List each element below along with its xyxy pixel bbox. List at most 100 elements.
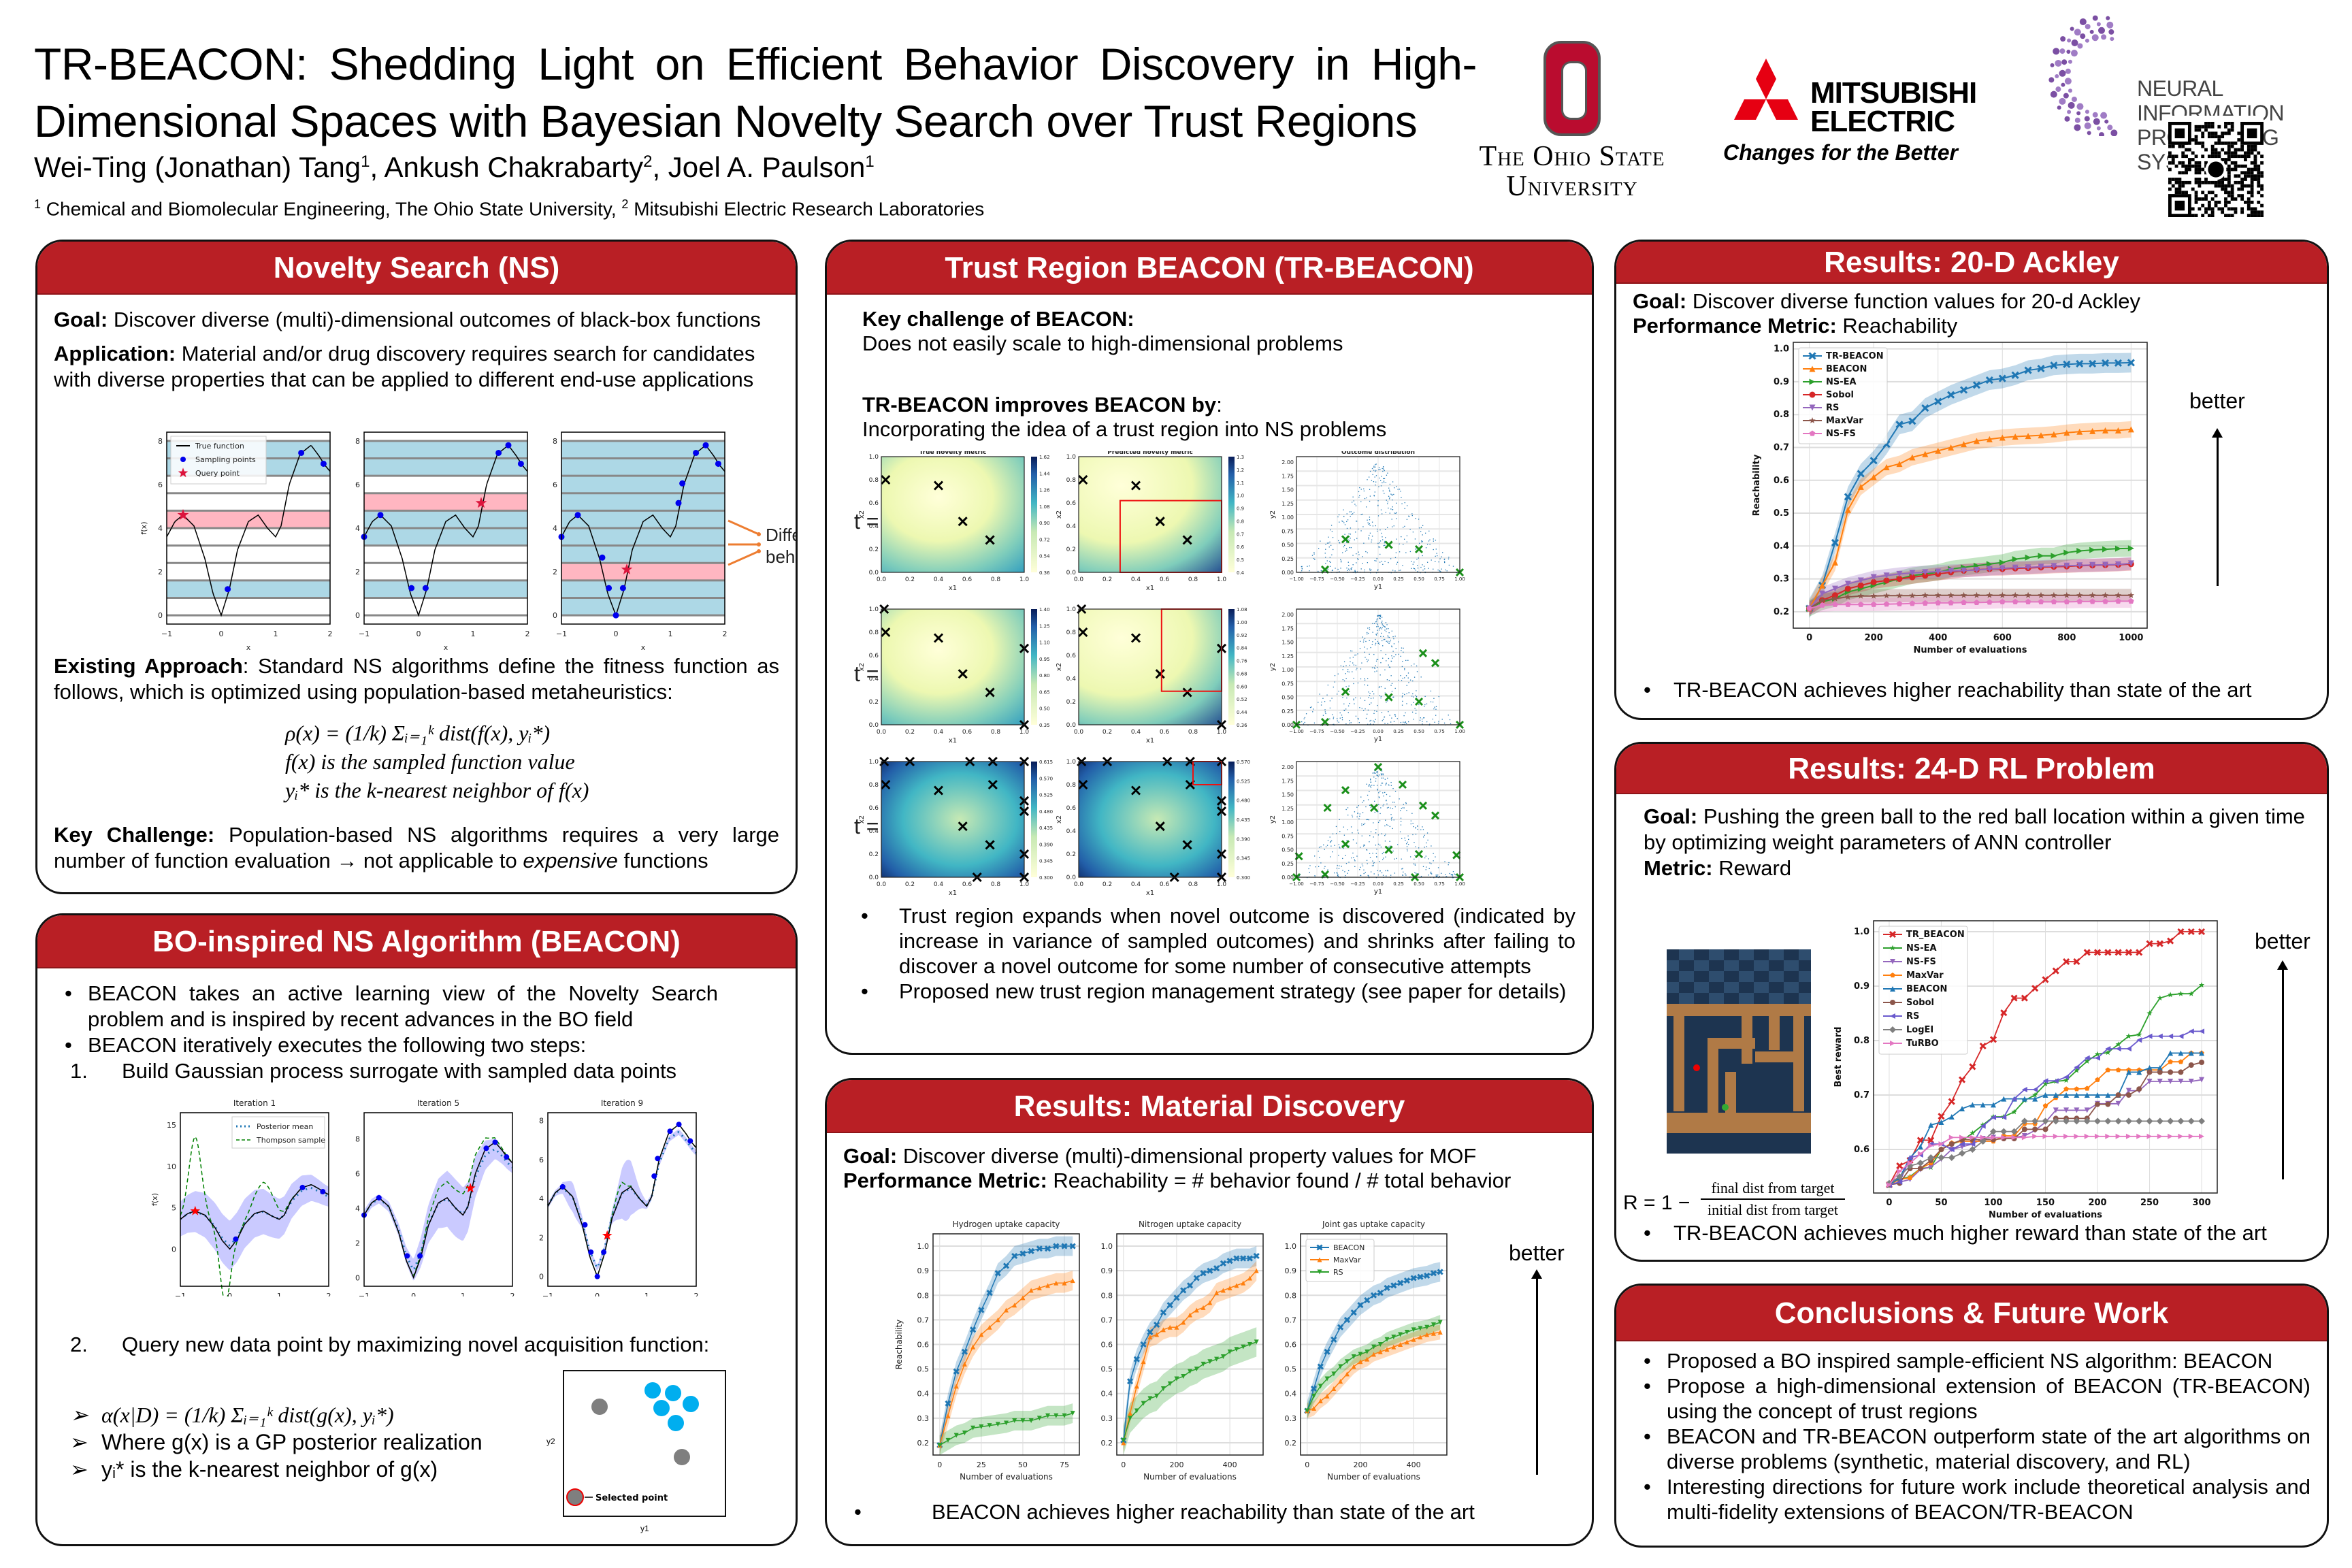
data-point [1819, 582, 1826, 589]
chart-rl_24d: 0 50 100 150 200 250 3000.60.70.80.91.0Number … [1834, 920, 2218, 1220]
outcome-sample [1426, 721, 1428, 723]
qr-module [2214, 180, 2218, 184]
outcome-sample [1386, 624, 1388, 625]
outcome-sample [1384, 470, 1385, 472]
data-point [1948, 1154, 1955, 1161]
data-point [881, 474, 891, 485]
data-point [1241, 1280, 1246, 1286]
qr-module [2191, 187, 2195, 191]
qr-module [2253, 174, 2257, 178]
y-tick-label: 0.2 [869, 546, 879, 553]
data-point [1331, 1371, 1337, 1377]
y-tick-label: 0.3 [917, 1414, 930, 1423]
outcome-sample [1394, 806, 1396, 808]
data-point [1338, 1379, 1343, 1384]
qr-module [2244, 174, 2247, 178]
data-point [1188, 1312, 1192, 1318]
qr-code-icon[interactable] [2168, 116, 2264, 223]
outcome-sample [1370, 647, 1371, 649]
qr-module [2227, 171, 2231, 175]
better-label: better [2255, 929, 2310, 953]
outcome-sample [1433, 708, 1435, 710]
qr-module [2204, 148, 2208, 152]
outcome-sample [1369, 857, 1371, 858]
colorbar-tick: 1.00 [1237, 620, 1247, 625]
x-tick-label: 0 [411, 1292, 416, 1296]
outcome-sample [1376, 626, 1377, 627]
logo-dot [2055, 86, 2061, 93]
data-point [1431, 1322, 1436, 1328]
data-point [1344, 1359, 1350, 1365]
colorbar-tick: 1.0 [1237, 493, 1244, 499]
qr-module [2227, 200, 2231, 204]
outcome-sample [1373, 865, 1374, 866]
three-diamonds-icon [1734, 59, 1798, 120]
data-point [1909, 570, 1916, 576]
outcome-sample [1374, 671, 1375, 672]
qr-module [2204, 207, 2208, 211]
maze-wall [1793, 1016, 1804, 1111]
outcome-sample [1382, 777, 1384, 779]
outcome-sample [1386, 474, 1388, 476]
floor-tile [1694, 949, 1709, 960]
outcome-sample [1420, 566, 1422, 568]
y-tick-label: 1.0 [1101, 1242, 1113, 1251]
data-point [1182, 687, 1192, 698]
y-tick-label: 0.4 [869, 828, 879, 835]
data-point [2136, 949, 2143, 956]
qr-module [2191, 151, 2195, 155]
qr-module [2198, 167, 2202, 172]
floor-tile [1724, 971, 1739, 982]
qr-module [2244, 184, 2247, 188]
outcome-sample [1350, 568, 1352, 570]
y-tick-label: 1.00 [1281, 819, 1294, 826]
outcome-sample [1326, 560, 1328, 561]
x-tick-label: 0.8 [991, 881, 1001, 888]
logo-dot [2093, 118, 2100, 125]
data-point [1989, 1128, 1997, 1135]
outcome-sample [1324, 711, 1326, 713]
qr-module [2207, 207, 2211, 211]
data-point [2076, 428, 2083, 435]
data-point [2199, 1050, 2205, 1056]
x-tick-label: 2 [328, 630, 333, 638]
data-point [1054, 1413, 1059, 1418]
floor-tile [1709, 960, 1724, 971]
data-point [2010, 1128, 2018, 1135]
data-point [1947, 391, 1955, 399]
sampling-point [483, 1145, 489, 1152]
outcome-sample [1379, 468, 1381, 470]
block-o-icon [1544, 41, 1601, 136]
x-tick-label: −1 [161, 630, 172, 638]
colorbar-tick: 0.9 [1237, 506, 1244, 512]
sampling-point [320, 1188, 326, 1194]
x-tick-label: −1 [359, 630, 370, 638]
data-point [1998, 374, 2006, 382]
data-point [2089, 598, 2095, 604]
qr-module [2204, 122, 2208, 125]
qr-module [2168, 154, 2172, 159]
y-tick-label: 0.00 [1281, 722, 1294, 728]
panel-material-discovery: Results: Material Discovery Goal: Discov… [825, 1078, 1594, 1546]
outcome-sample [1368, 537, 1369, 538]
data-point [1247, 1275, 1252, 1281]
y-tick-label: 1.0 [1854, 927, 1869, 937]
data-point [1431, 1330, 1436, 1336]
outcome-sample [1333, 718, 1334, 719]
qr-module [2185, 171, 2188, 175]
data-point [2037, 365, 2045, 373]
predicted-novelty-map: 0.0 0.2 0.4 0.6 0.8 1.00.00.20.40.60.81.0x1x2… [1056, 756, 1250, 897]
data-point [2063, 1074, 2070, 1080]
qr-module [2194, 171, 2198, 175]
data-point [1121, 1440, 1126, 1446]
colorbar-tick: 0.54 [1039, 554, 1050, 559]
outcome-sample [1378, 642, 1379, 644]
data-point [2178, 1133, 2184, 1139]
outcome-sample [1368, 691, 1369, 693]
data-point [2073, 1117, 2080, 1125]
outcome-sample [1339, 819, 1340, 820]
data-point [1384, 1337, 1390, 1342]
qr-module [2198, 171, 2202, 175]
qr-module [2198, 128, 2202, 132]
y-tick-label: 0.8 [1854, 1036, 1869, 1046]
